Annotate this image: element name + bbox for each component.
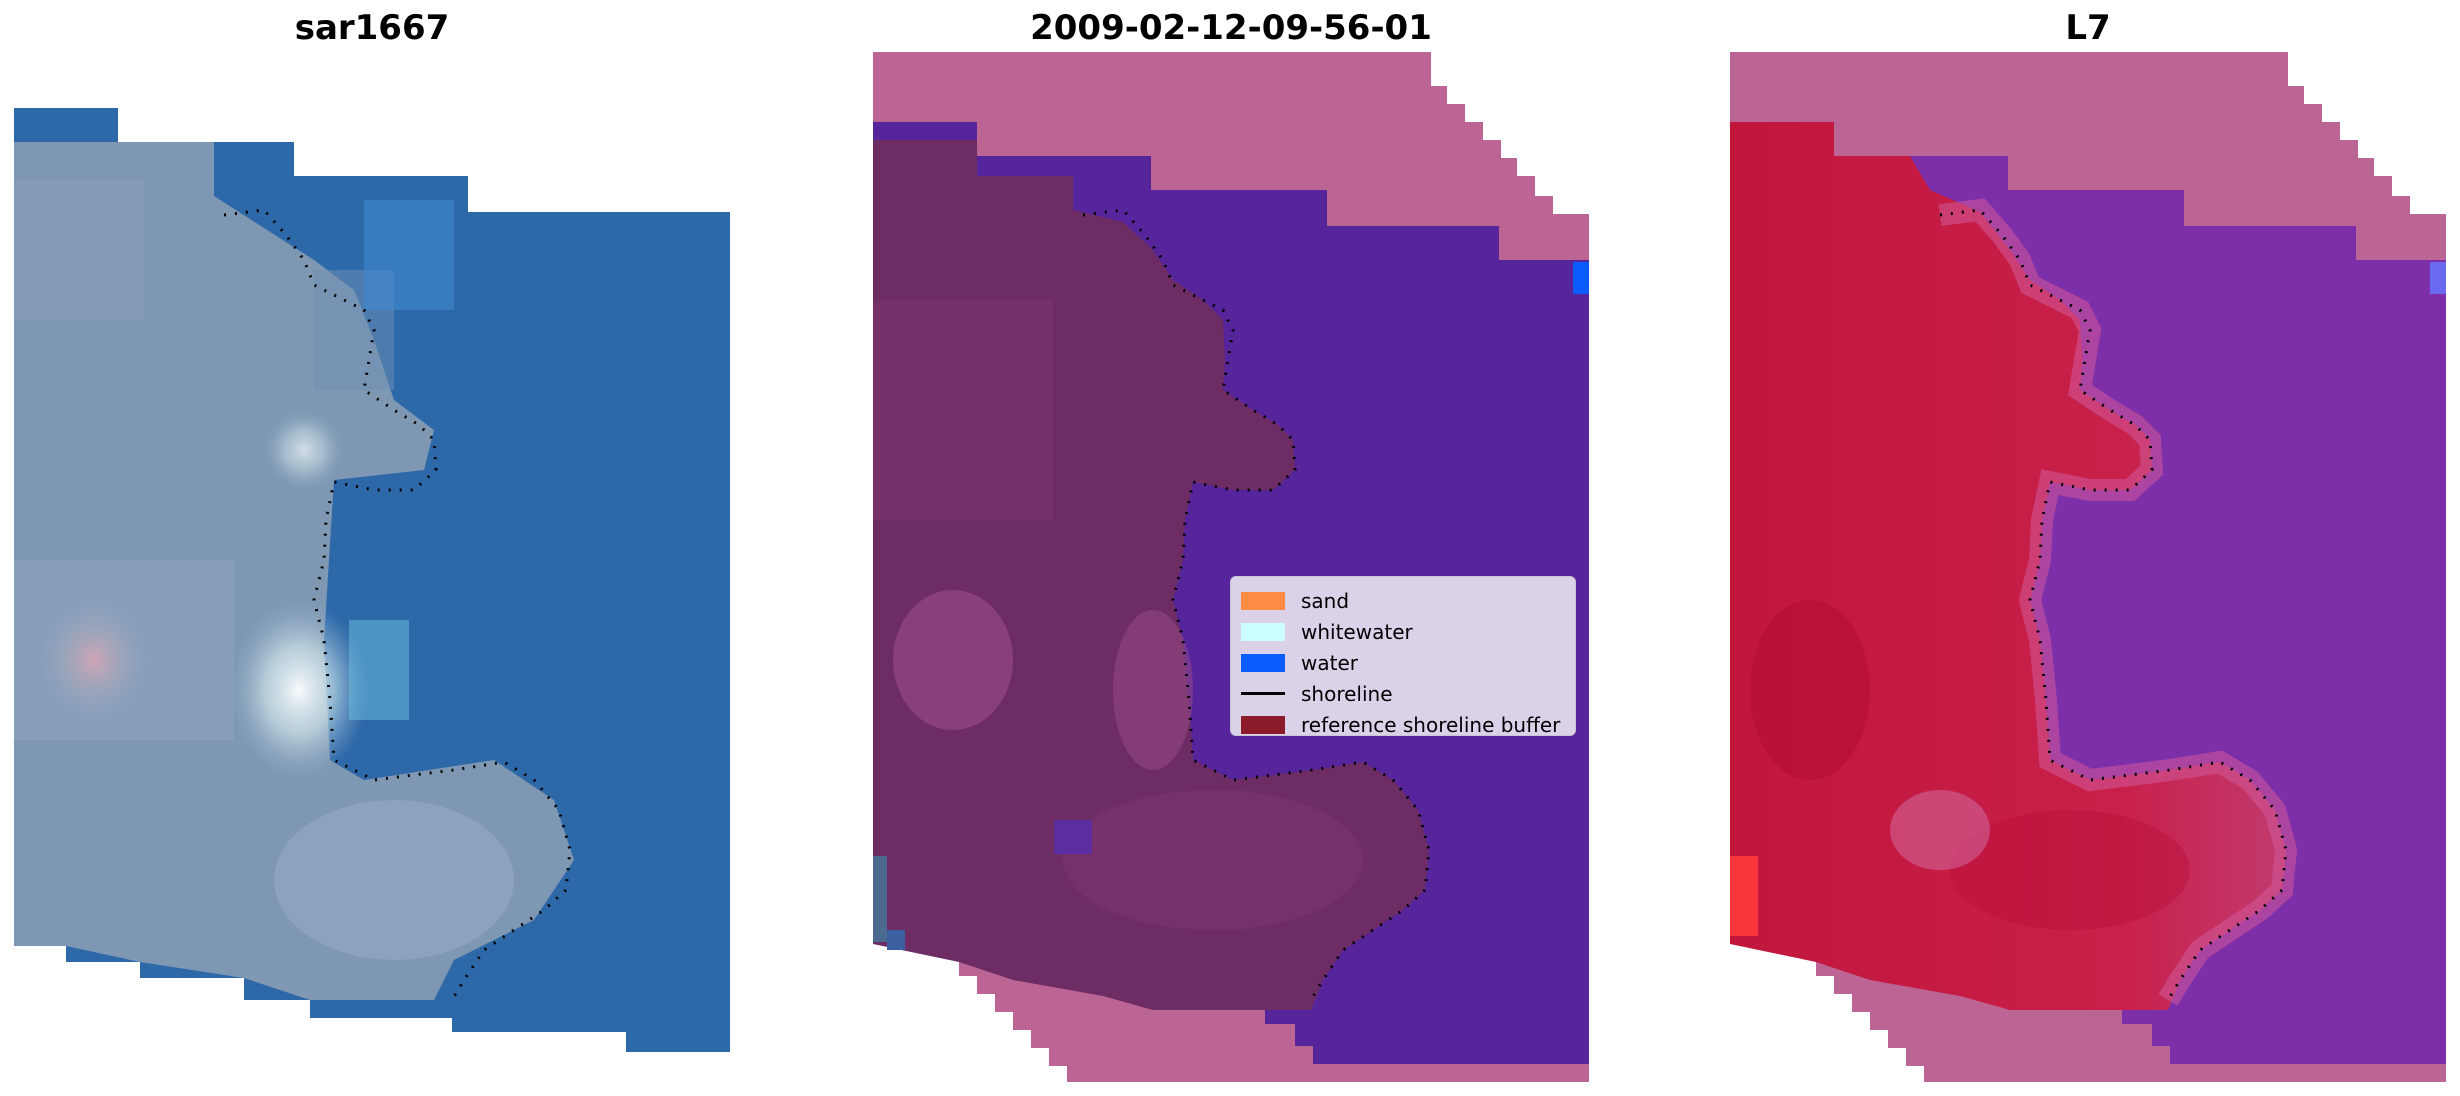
legend-item-sand: sand <box>1241 585 1565 616</box>
legend-label: shoreline <box>1301 681 1393 706</box>
panel-title-ndwi: L7 <box>2065 8 2111 48</box>
legend-item-whitewater: whitewater <box>1241 616 1565 647</box>
classification-panel <box>873 52 1589 1082</box>
legend-label: reference shoreline buffer <box>1301 712 1561 737</box>
legend-item-reference-buffer: reference shoreline buffer <box>1241 709 1565 740</box>
ndwi-panel <box>1730 52 2446 1082</box>
shoreline-swatch <box>1241 692 1285 695</box>
legend-label: water <box>1301 650 1358 675</box>
rgb-land <box>14 142 574 1000</box>
land-index-region <box>1730 122 2286 1010</box>
legend-item-shoreline: shoreline <box>1241 678 1565 709</box>
panel-title-classification: 2009-02-12-09-56-01 <box>1030 8 1432 48</box>
sand-swatch <box>1241 591 1285 610</box>
panel-title-rgb: sar1667 <box>294 8 450 48</box>
reference-buffer-swatch <box>1241 715 1285 734</box>
whitewater-swatch <box>1241 622 1285 641</box>
legend-label: whitewater <box>1301 619 1413 644</box>
legend: sand whitewater water shoreline referenc… <box>1230 576 1576 737</box>
water-swatch <box>1241 653 1285 672</box>
water-pixel <box>1573 262 1589 294</box>
legend-item-water: water <box>1241 647 1565 678</box>
legend-label: sand <box>1301 588 1350 613</box>
rgb-image-panel <box>14 108 730 1052</box>
